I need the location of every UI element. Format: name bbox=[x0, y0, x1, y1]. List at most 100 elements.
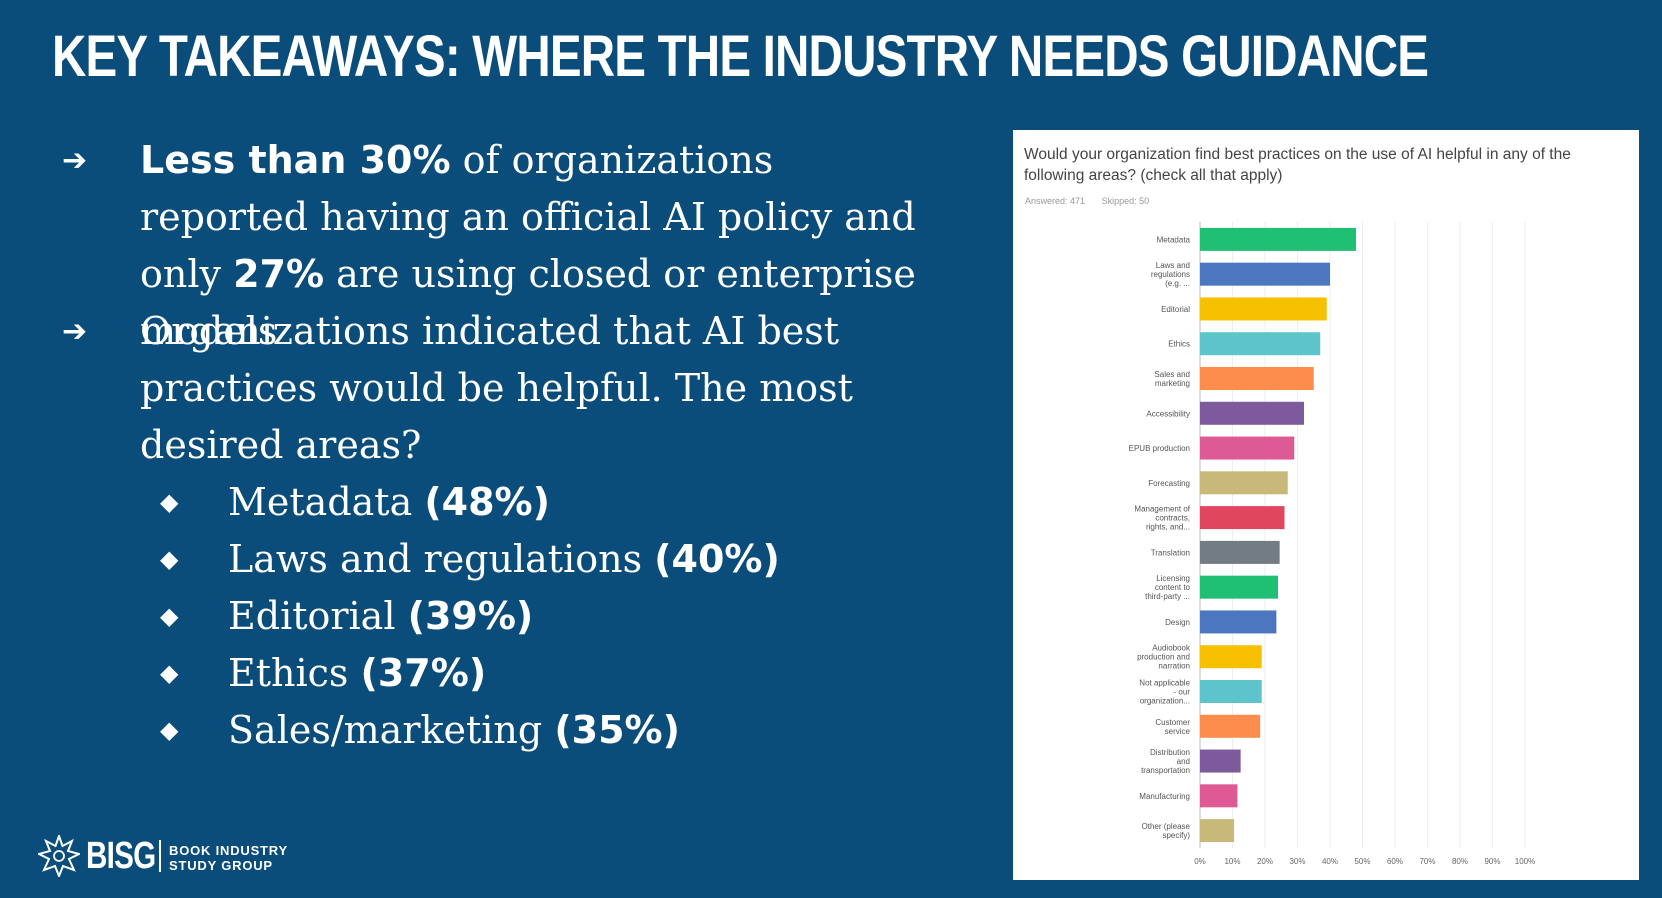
bar bbox=[1200, 471, 1288, 495]
skipped-count: Skipped: 50 bbox=[1101, 196, 1150, 206]
category-label-line: regulations bbox=[1151, 270, 1190, 279]
category-label: Metadata bbox=[1157, 235, 1191, 244]
subbullet-editorial: ◆ Editorial (39%) bbox=[160, 588, 860, 645]
category-label-line: Accessibility bbox=[1146, 409, 1190, 418]
diamond-icon: ◆ bbox=[160, 545, 179, 573]
x-tick-label: 20% bbox=[1257, 857, 1273, 866]
bullet-text: Less than 30% of organizations reported … bbox=[140, 138, 916, 353]
x-tick-label: 30% bbox=[1289, 857, 1305, 866]
bar bbox=[1200, 819, 1235, 843]
category-label-line: contracts, bbox=[1155, 514, 1190, 523]
bar bbox=[1200, 540, 1280, 564]
category-label-line: transportation bbox=[1141, 766, 1190, 775]
category-label: Ethics bbox=[1168, 340, 1190, 349]
category-label-line: Customer bbox=[1155, 718, 1190, 727]
bar bbox=[1200, 332, 1321, 356]
category-label-line: and bbox=[1177, 757, 1190, 766]
slide-title: KEY TAKEAWAYS: WHERE THE INDUSTRY NEEDS … bbox=[52, 24, 1429, 89]
category-label-line: Other (please bbox=[1142, 822, 1191, 831]
diamond-icon: ◆ bbox=[160, 716, 179, 744]
bar bbox=[1200, 645, 1262, 669]
category-label: EPUB production bbox=[1129, 444, 1190, 453]
x-tick-label: 70% bbox=[1419, 857, 1435, 866]
bar bbox=[1200, 401, 1304, 425]
category-label: Laws and regulations (e.g. ... bbox=[1151, 261, 1190, 288]
category-label: Translation bbox=[1151, 548, 1190, 557]
bar bbox=[1200, 610, 1277, 634]
category-label: Forecasting bbox=[1148, 479, 1190, 488]
category-label-line: Design bbox=[1165, 618, 1190, 627]
subbullet-laws: ◆ Laws and regulations (40%) bbox=[160, 531, 860, 588]
x-tick-label: 80% bbox=[1452, 857, 1468, 866]
bar bbox=[1200, 367, 1314, 390]
category-label: Manufacturing bbox=[1139, 792, 1190, 801]
diamond-icon: ◆ bbox=[160, 488, 179, 516]
x-tick-label: 0% bbox=[1194, 857, 1206, 866]
category-label-line: specify) bbox=[1162, 831, 1190, 840]
bisg-logo: BISG BOOK INDUSTRY STUDY GROUP bbox=[38, 833, 298, 879]
arrow-icon: ➔ bbox=[62, 143, 88, 178]
category-label-line: Not applicable bbox=[1139, 679, 1190, 688]
category-label: Audiobook production and narration bbox=[1137, 644, 1191, 671]
category-label-line: service bbox=[1165, 727, 1191, 736]
bar-chart: 0% 10% 20% 30% 40% 50% 60% 70% 80% 90% 100% Metadat… bbox=[1129, 222, 1535, 866]
logo-name: BISG bbox=[86, 835, 156, 877]
category-label-line: Sales and bbox=[1154, 370, 1190, 379]
logo-subtitle: BOOK INDUSTRY STUDY GROUP bbox=[169, 843, 288, 873]
category-label: Customer service bbox=[1155, 718, 1190, 736]
bar bbox=[1200, 784, 1238, 808]
category-label-line: marketing bbox=[1155, 379, 1190, 388]
logo-divider bbox=[159, 840, 161, 872]
x-tick-label: 90% bbox=[1484, 857, 1500, 866]
subbullet-metadata: ◆ Metadata (48%) bbox=[160, 474, 860, 531]
stat-less-than-30: Less than 30% bbox=[140, 138, 451, 182]
category-label: Other (please specify) bbox=[1142, 822, 1191, 840]
bar bbox=[1200, 262, 1330, 286]
bullet-best-practices: ➔ Organizations indicated that AI best p… bbox=[62, 303, 932, 474]
chart-question: Would your organization find best practi… bbox=[1024, 146, 1571, 184]
diamond-icon: ◆ bbox=[160, 602, 179, 630]
diamond-icon: ◆ bbox=[160, 659, 179, 687]
category-label: Editorial bbox=[1161, 305, 1190, 314]
bar bbox=[1200, 714, 1261, 738]
category-label-line: - our bbox=[1174, 688, 1191, 697]
bullet-text: Organizations indicated that AI best pra… bbox=[140, 309, 853, 467]
bar bbox=[1200, 575, 1278, 599]
category-label: Design bbox=[1165, 618, 1190, 627]
bisg-star-icon bbox=[38, 835, 80, 877]
category-label-line: Distribution bbox=[1150, 748, 1190, 757]
category-label-line: third-party ... bbox=[1145, 592, 1190, 601]
category-label-line: Manufacturing bbox=[1139, 792, 1190, 801]
category-label-line: Laws and bbox=[1156, 261, 1190, 270]
bar bbox=[1200, 506, 1285, 530]
category-label: Licensing content to third-party ... bbox=[1145, 574, 1190, 601]
answered-count: Answered: 471 bbox=[1025, 196, 1086, 206]
stat-27: 27% bbox=[233, 252, 325, 296]
category-label: Accessibility bbox=[1146, 409, 1190, 418]
category-label: Sales and marketing bbox=[1154, 370, 1190, 388]
bar bbox=[1200, 749, 1241, 773]
arrow-icon: ➔ bbox=[62, 314, 88, 349]
category-label: Distribution and transportation bbox=[1141, 748, 1190, 775]
category-label-line: Management of bbox=[1134, 505, 1190, 514]
x-tick-label: 40% bbox=[1322, 857, 1338, 866]
category-label-line: Audiobook bbox=[1152, 644, 1191, 653]
category-label-line: organization... bbox=[1140, 697, 1190, 706]
bar bbox=[1200, 680, 1262, 703]
x-tick-label: 100% bbox=[1515, 857, 1535, 866]
category-label-line: production and bbox=[1137, 653, 1190, 662]
category-label-line: Editorial bbox=[1161, 305, 1190, 314]
category-label-line: narration bbox=[1158, 662, 1190, 671]
category-label-line: EPUB production bbox=[1129, 444, 1190, 453]
category-label: Not applicable - our organization... bbox=[1139, 679, 1190, 706]
chart-meta: Answered: 471 Skipped: 50 bbox=[1025, 196, 1163, 206]
category-label-line: Translation bbox=[1151, 548, 1190, 557]
category-label-line: rights, and... bbox=[1146, 523, 1190, 532]
x-tick-label: 50% bbox=[1354, 857, 1370, 866]
x-tick-label: 10% bbox=[1224, 857, 1240, 866]
subbullet-ethics: ◆ Ethics (37%) bbox=[160, 645, 860, 702]
bar bbox=[1200, 227, 1356, 251]
category-label-line: Metadata bbox=[1157, 235, 1191, 244]
subbullet-sales-marketing: ◆ Sales/marketing (35%) bbox=[160, 702, 860, 759]
